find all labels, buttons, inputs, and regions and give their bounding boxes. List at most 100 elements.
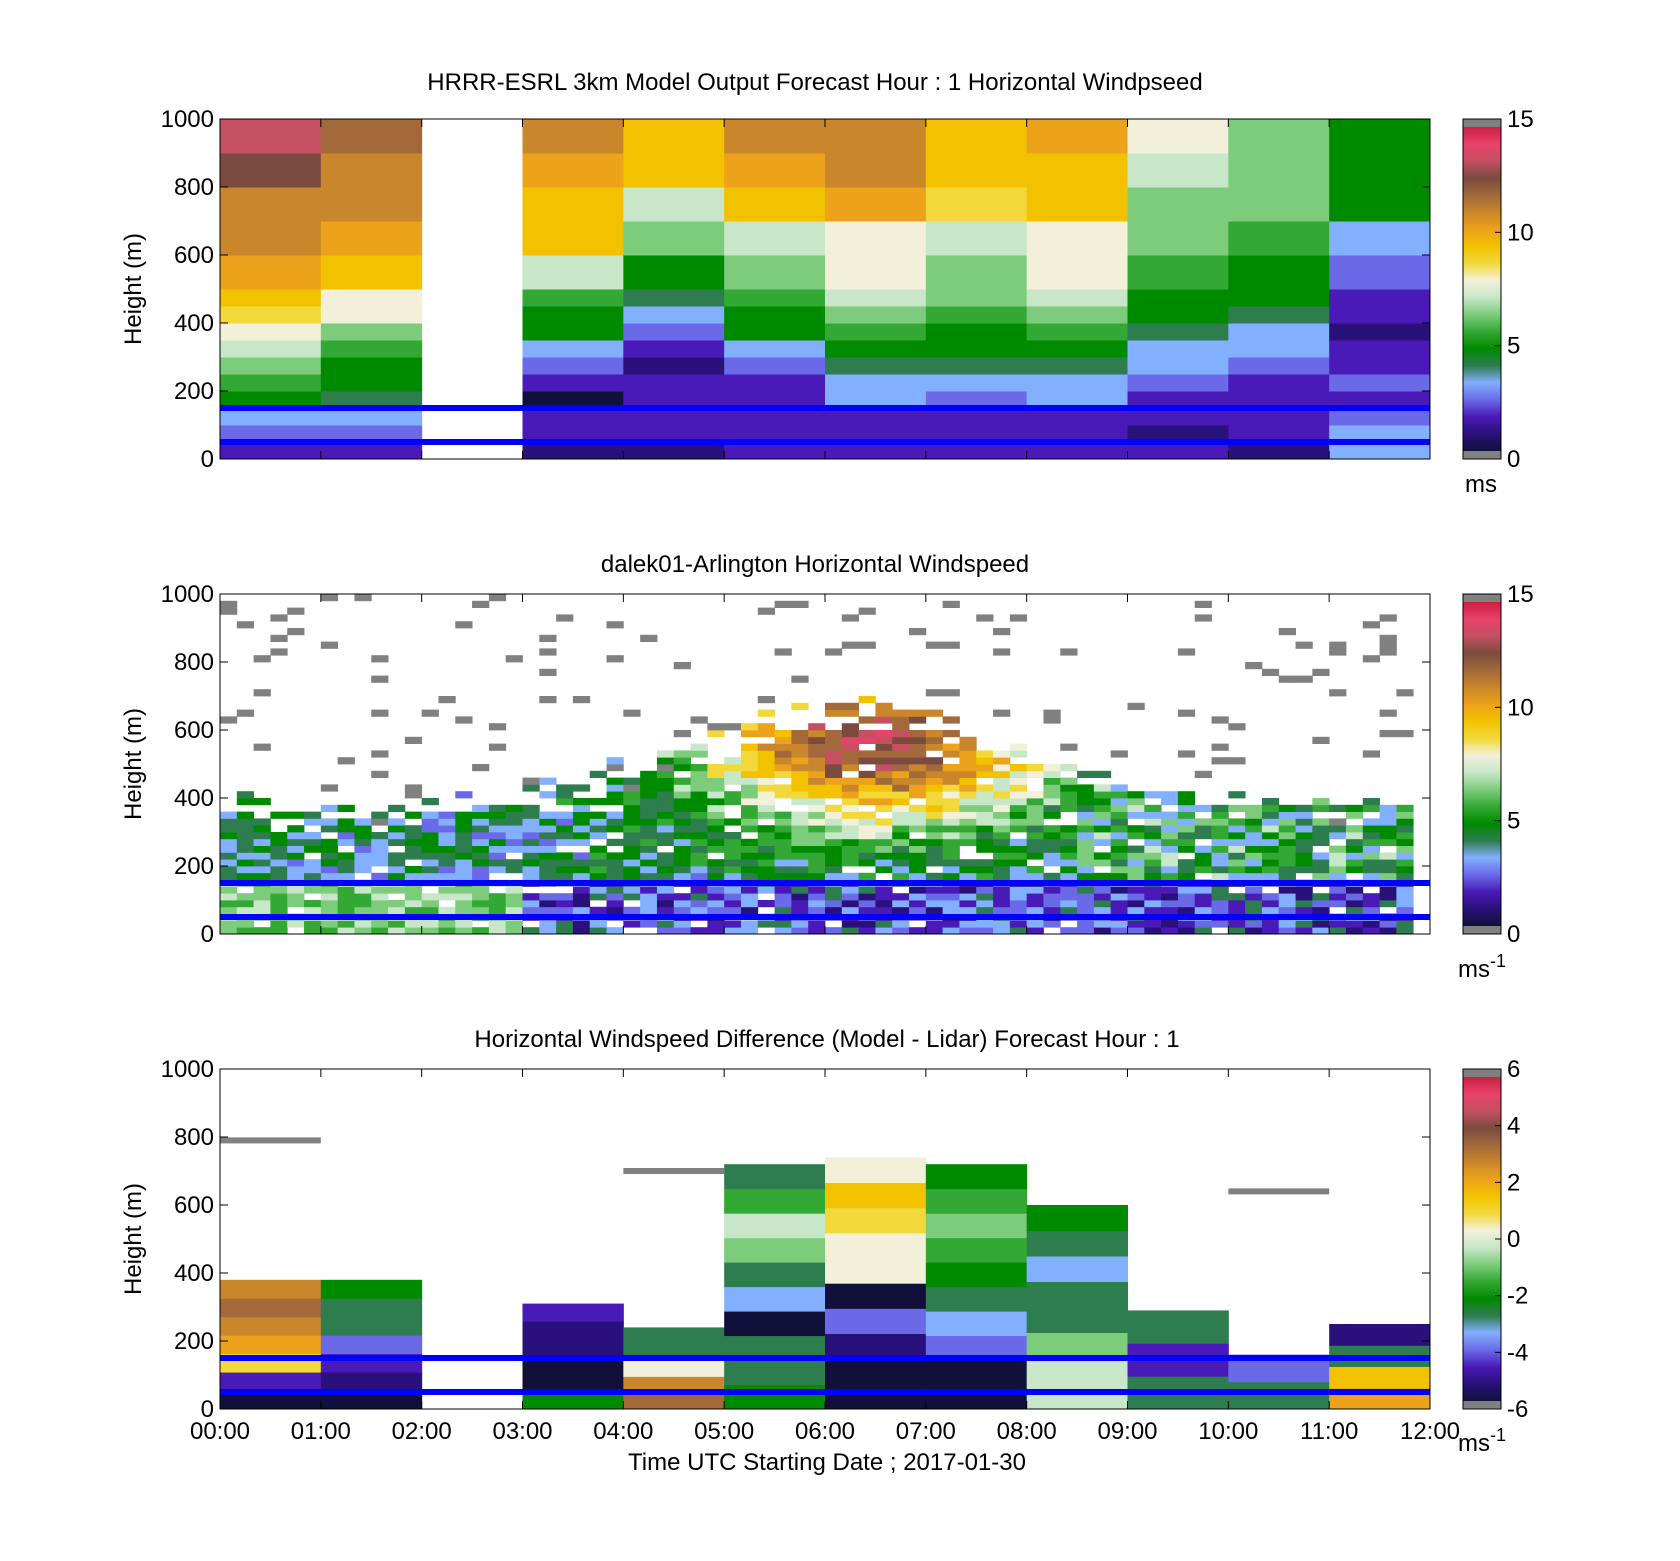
lidar-cell [1312, 906, 1330, 914]
lidar-cell [304, 859, 322, 867]
lidar-cell [825, 845, 843, 853]
lidar-cell [1177, 859, 1196, 867]
lidar-cell [841, 777, 860, 785]
lidar-cell [1295, 866, 1313, 874]
lidar-cell [1110, 886, 1128, 894]
lidar-cell [589, 845, 607, 853]
lidar-cell [875, 818, 893, 826]
lidar-cell [337, 825, 355, 833]
lidar-cell [488, 832, 507, 840]
lidar-cell [909, 777, 927, 785]
y-tick-label: 800 [174, 649, 214, 676]
lidar-cell [656, 832, 675, 840]
lidar-cell [539, 825, 557, 833]
lidar-cell [640, 832, 658, 840]
lidar-cell [791, 675, 809, 683]
lidar-cell [841, 709, 860, 717]
difference-outlier [1228, 1188, 1330, 1195]
lidar-cell [572, 859, 591, 867]
lidar-cell [673, 811, 691, 819]
lidar-cell [1161, 798, 1179, 806]
lidar-cell [1211, 818, 1229, 826]
lidar-cell [556, 920, 574, 928]
lidar-cell [791, 770, 809, 778]
model-cell [1228, 323, 1330, 341]
lidar-cell [825, 804, 843, 812]
lidar-cell [1161, 825, 1179, 833]
lidar-cell [825, 927, 843, 935]
colorbar-tick-label: 0 [1507, 1226, 1520, 1253]
lidar-cell [673, 927, 691, 935]
lidar-cell [1329, 900, 1347, 908]
lidar-cell [1144, 852, 1162, 860]
lidar-cell [825, 784, 843, 792]
difference-cell [1026, 1256, 1128, 1282]
lidar-cell [1245, 811, 1263, 819]
lidar-cell [572, 811, 591, 819]
lidar-cell [791, 730, 809, 738]
lidar-cell [606, 764, 624, 772]
difference-cell [925, 1164, 1028, 1190]
lidar-cell [304, 900, 322, 908]
lidar-cell [606, 872, 624, 880]
lidar-cell [1329, 872, 1347, 880]
model-cell [1026, 323, 1128, 341]
lidar-cell [841, 736, 860, 744]
lidar-cell [724, 838, 742, 846]
lidar-cell [1177, 886, 1196, 894]
lidar-cell [1312, 866, 1330, 874]
lidar-cell [236, 825, 255, 833]
lidar-cell [1161, 866, 1179, 874]
lidar-cell [270, 893, 288, 901]
model-cell [1026, 391, 1128, 409]
x-tick-label: 05:00 [694, 1418, 754, 1445]
lidar-cell [825, 811, 843, 819]
lidar-cell [673, 920, 691, 928]
lidar-cell [1127, 811, 1145, 819]
lidar-cell [1093, 886, 1112, 894]
model-cell [1329, 289, 1431, 307]
lidar-cell [909, 757, 927, 765]
model-cell [724, 340, 826, 358]
lidar-cell [707, 866, 725, 874]
lidar-cell [505, 804, 523, 812]
lidar-cell [757, 811, 775, 819]
lidar-cell [959, 927, 977, 935]
lidar-cell [220, 900, 238, 908]
lidar-cell [740, 804, 759, 812]
lidar-cell [220, 852, 238, 860]
model-cell [623, 425, 725, 443]
lidar-cell [1245, 859, 1263, 867]
lidar-cell [1379, 872, 1397, 880]
lidar-cell [220, 716, 238, 724]
model-cell [320, 425, 423, 443]
lidar-cell [421, 825, 439, 833]
lidar-cell [808, 750, 826, 758]
lidar-cell [421, 818, 439, 826]
lidar-cell [1093, 818, 1112, 826]
model-cell [724, 357, 826, 375]
panel-lidar-title: dalek01-Arlington Horizontal Windspeed [601, 551, 1029, 578]
lidar-cell [1144, 906, 1162, 914]
lidar-cell [707, 804, 725, 812]
lidar-cell [1396, 838, 1414, 846]
lidar-cell [1009, 811, 1028, 819]
lidar-cell [724, 757, 742, 765]
lidar-cell [354, 818, 372, 826]
lidar-cell [522, 784, 540, 792]
lidar-cell [1009, 804, 1028, 812]
model-cell [1127, 306, 1229, 324]
lidar-cell [354, 927, 372, 935]
lidar-cell [556, 927, 574, 935]
lidar-cell [1060, 859, 1078, 867]
model-cell [623, 289, 725, 307]
lidar-cell [858, 906, 876, 914]
lidar-cell [1177, 791, 1196, 799]
lidar-cell [791, 791, 809, 799]
lidar-cell [925, 832, 944, 840]
lidar-cell [1060, 777, 1078, 785]
lidar-cell [774, 770, 792, 778]
lidar-cell [1077, 811, 1095, 819]
lidar-cell [757, 832, 775, 840]
lidar-cell [388, 866, 406, 874]
